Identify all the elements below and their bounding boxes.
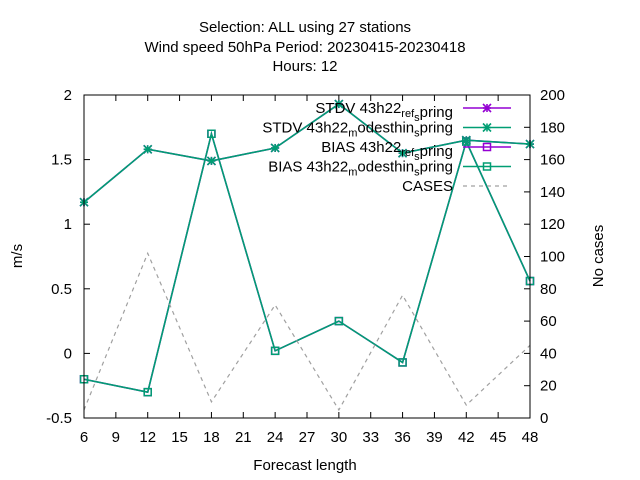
data-point bbox=[462, 137, 471, 146]
data-point bbox=[206, 156, 216, 166]
y2-axis-label: No cases bbox=[590, 225, 607, 288]
x-tick-label: 24 bbox=[267, 429, 284, 446]
legend-text-part: s bbox=[414, 112, 420, 124]
legend-text-part: s bbox=[414, 128, 420, 140]
data-point bbox=[270, 346, 280, 356]
title-line-3: Hours: 12 bbox=[272, 58, 337, 75]
y2-tick-label: 140 bbox=[540, 184, 565, 201]
legend-text-part: BIAS 43h22 bbox=[268, 159, 348, 176]
x-tick-label: 15 bbox=[171, 429, 188, 446]
y-tick-label: 0 bbox=[64, 345, 72, 362]
legend-text-part: odesthin bbox=[357, 159, 414, 176]
legend-text-part: CASES bbox=[402, 178, 453, 195]
legend-label: CASES bbox=[402, 178, 453, 195]
legend-text-part: pring bbox=[420, 120, 453, 137]
y2-tick-label: 120 bbox=[540, 216, 565, 233]
x-tick-label: 36 bbox=[394, 429, 411, 446]
data-point bbox=[143, 144, 153, 154]
x-tick-label: 39 bbox=[426, 429, 443, 446]
x-tick-label: 48 bbox=[522, 429, 539, 446]
y2-tick-labels: 0 20 40 60 80 100 120 140 160 180 200 bbox=[540, 87, 565, 427]
legend-text-part: STDV 43h22 bbox=[315, 100, 401, 117]
data-point bbox=[143, 387, 152, 397]
title-line-1: Selection: ALL using 27 stations bbox=[199, 19, 411, 36]
x-tick-label: 18 bbox=[203, 429, 220, 446]
data-point bbox=[334, 316, 344, 326]
x-tick-label: 30 bbox=[331, 429, 348, 446]
x-tick-label: 12 bbox=[139, 429, 156, 446]
legend-text-part: odesthin bbox=[357, 120, 414, 137]
legend-text-part: s bbox=[414, 151, 420, 163]
x-tick-label: 33 bbox=[362, 429, 379, 446]
legend-text-part: pring bbox=[420, 159, 453, 176]
x-tick-label: 42 bbox=[458, 429, 475, 446]
legend-label: BIAS 43h22refspring bbox=[321, 139, 453, 163]
legend-text-part: ref bbox=[401, 147, 415, 159]
legend-text-part: m bbox=[348, 128, 357, 140]
legend-marker bbox=[482, 142, 492, 152]
legend-text-part: STDV 43h22 bbox=[262, 120, 348, 137]
y2-tick-label: 60 bbox=[540, 313, 557, 330]
plot-border bbox=[83, 94, 531, 419]
y-tick-labels: -0.5 0 0.5 1 1.5 2 bbox=[46, 87, 72, 427]
legend-text-part: pring bbox=[420, 143, 453, 160]
chart-title: Selection: ALL using 27 stations Wind sp… bbox=[144, 19, 465, 75]
legend-marker bbox=[482, 162, 492, 171]
y2-tick-label: 160 bbox=[540, 152, 565, 169]
legend-text-part: pring bbox=[420, 104, 453, 121]
x-tick-label: 45 bbox=[490, 429, 507, 446]
legend-label: STDV 43h22modesthinspring bbox=[262, 120, 453, 140]
series-line bbox=[83, 251, 531, 412]
series-line bbox=[83, 103, 531, 203]
x-axis-label: Forecast length bbox=[253, 457, 356, 474]
y2-tick-label: 20 bbox=[540, 378, 557, 395]
data-point bbox=[334, 99, 344, 109]
y2-tick-label: 80 bbox=[540, 281, 557, 298]
legend-marker bbox=[482, 103, 492, 113]
y-tick-label: 0.5 bbox=[51, 281, 72, 298]
x-tick-labels: 6 9 12 15 18 21 24 27 30 33 36 39 42 45 48 bbox=[80, 429, 539, 446]
y2-tick-label: 40 bbox=[540, 345, 557, 362]
legend-text-part: BIAS 43h22 bbox=[321, 139, 401, 156]
y2-tick-label: 180 bbox=[540, 119, 565, 136]
y-axis-label: m/s bbox=[9, 244, 26, 268]
data-point bbox=[207, 129, 216, 139]
y-tick-label: -0.5 bbox=[46, 410, 72, 427]
series-4 bbox=[83, 251, 531, 412]
legend-label: STDV 43h22refspring bbox=[315, 100, 453, 124]
legend-label: BIAS 43h22modesthinspring bbox=[268, 159, 453, 179]
data-point bbox=[398, 148, 408, 158]
series-1 bbox=[79, 99, 535, 207]
y2-tick-label: 0 bbox=[540, 410, 548, 427]
y2-tick-label: 100 bbox=[540, 249, 565, 266]
y2-tick-label: 200 bbox=[540, 87, 565, 104]
data-point bbox=[398, 358, 407, 367]
y-tick-label: 1.5 bbox=[51, 152, 72, 169]
legend-marker bbox=[482, 122, 492, 133]
x-tick-label: 9 bbox=[112, 429, 120, 446]
legend-text-part: s bbox=[414, 167, 420, 179]
x-tick-label: 27 bbox=[299, 429, 316, 446]
x-tick-label: 6 bbox=[80, 429, 88, 446]
series-group bbox=[79, 99, 535, 412]
series-line bbox=[83, 130, 531, 394]
y-tick-label: 2 bbox=[64, 87, 72, 104]
legend-text-part: m bbox=[348, 167, 357, 179]
x-tick-label: 21 bbox=[235, 429, 252, 446]
legend-text-part: ref bbox=[401, 108, 415, 120]
data-point bbox=[270, 143, 280, 153]
title-line-2: Wind speed 50hPa Period: 20230415-202304… bbox=[144, 39, 465, 56]
y-tick-label: 1 bbox=[64, 216, 72, 233]
